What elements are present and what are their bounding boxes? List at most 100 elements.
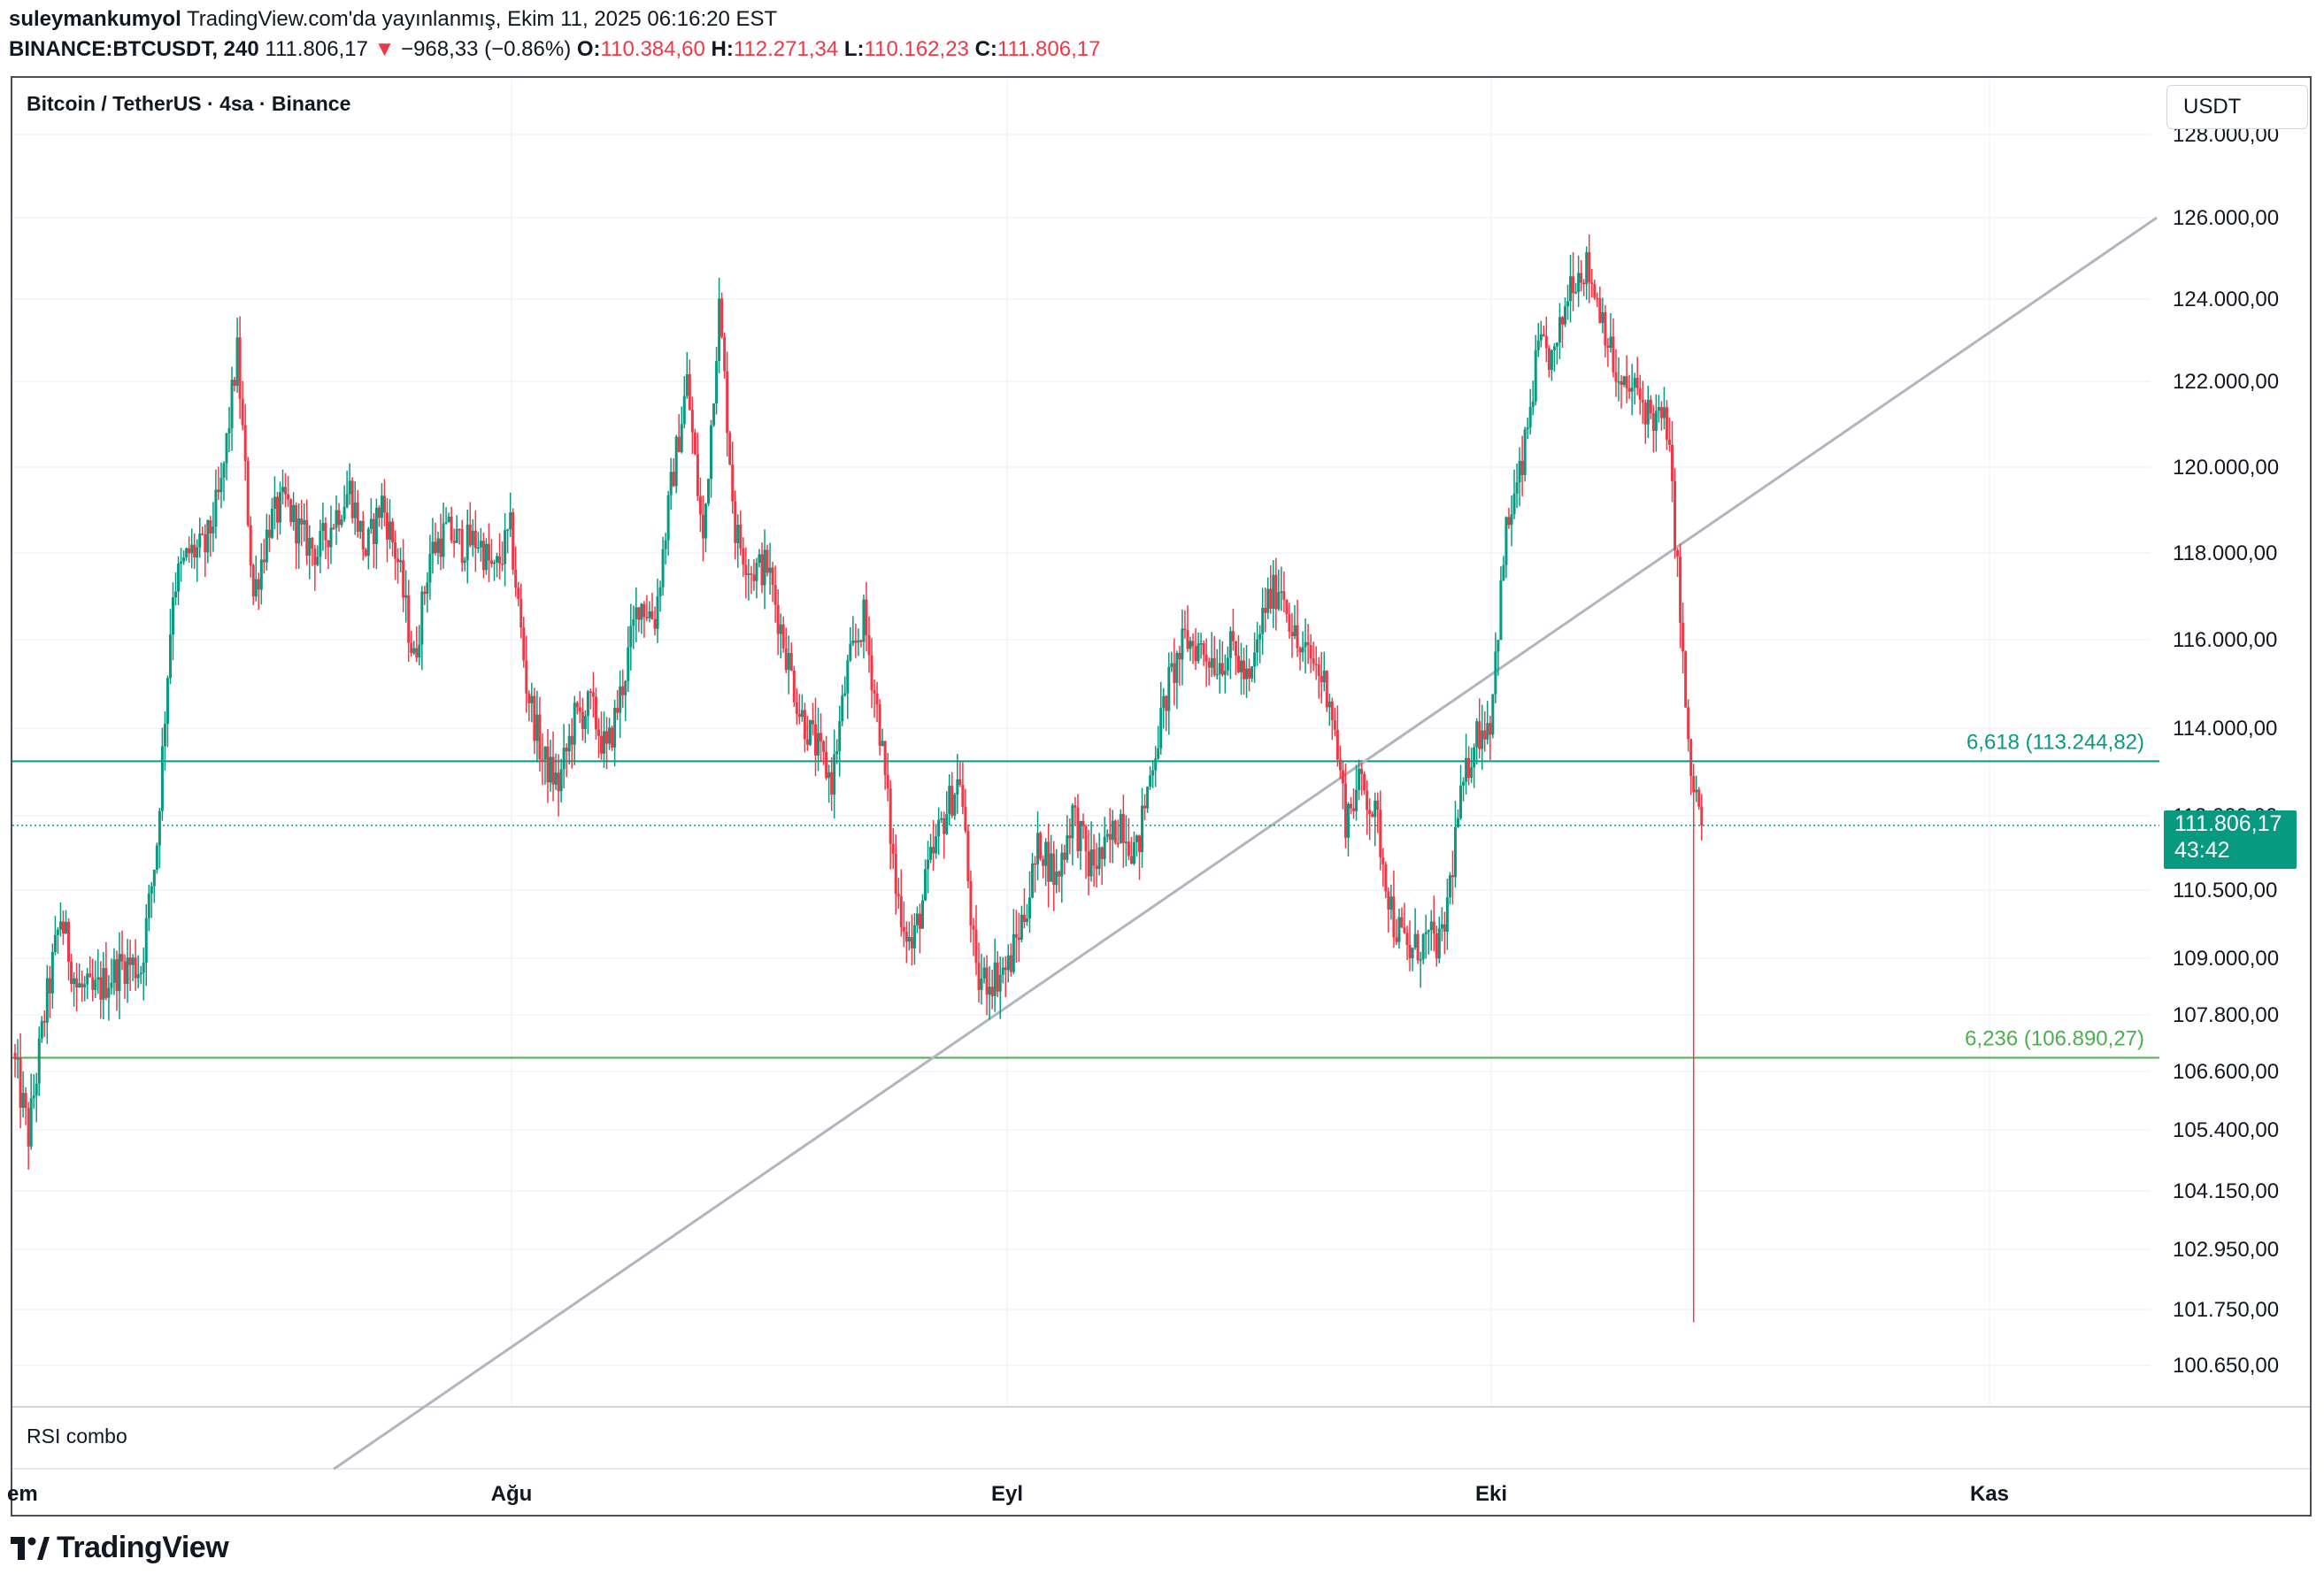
candle-body xyxy=(857,640,860,643)
candle-body xyxy=(281,487,285,493)
candle-body xyxy=(1231,631,1235,641)
author-name[interactable]: suleymankumyol xyxy=(9,7,181,31)
price-change: −968,33 (−0.86%) xyxy=(401,37,572,61)
candle-body xyxy=(1395,937,1398,942)
ohlc-line: BINANCE:BTCUSDT, 240 111.806,17 ▼ −968,3… xyxy=(9,37,1100,62)
candle-body xyxy=(126,957,129,985)
published-text: TradingView.com'da yayınlanmış, Ekim 11,… xyxy=(186,7,778,31)
candle-body xyxy=(479,541,482,548)
candle-body xyxy=(1435,933,1438,959)
candle-body xyxy=(881,741,884,746)
candle-body xyxy=(800,710,804,718)
candle-body xyxy=(1097,847,1101,870)
candle-body xyxy=(324,523,327,541)
candle-body xyxy=(1335,729,1339,760)
candle-body xyxy=(142,962,145,973)
candle-body xyxy=(862,599,866,642)
candle-body xyxy=(78,983,81,987)
candle-body xyxy=(1079,820,1082,851)
candle-body xyxy=(115,959,119,991)
candle-body xyxy=(1226,657,1229,671)
candle-body xyxy=(249,525,252,565)
candle-body xyxy=(613,707,617,748)
candle-body xyxy=(611,727,614,748)
candle-body xyxy=(792,670,796,703)
candle-body xyxy=(1598,298,1602,324)
candle-body xyxy=(1314,664,1318,665)
candle-body xyxy=(501,563,504,565)
candle-body xyxy=(311,537,314,549)
candle-body xyxy=(736,525,740,543)
candle-body xyxy=(1309,645,1312,658)
candle-body xyxy=(267,529,271,538)
candle-body xyxy=(567,735,571,752)
candle-body xyxy=(356,502,359,532)
candle-body xyxy=(1481,730,1484,749)
candle-body xyxy=(1662,407,1666,419)
candle-body xyxy=(407,595,411,643)
candle-body xyxy=(643,603,646,618)
low-value: 110.162,23 xyxy=(864,37,969,61)
candle-body xyxy=(155,845,158,871)
candle-body xyxy=(313,549,317,565)
candle-body xyxy=(517,587,520,600)
candle-body xyxy=(1520,460,1524,475)
candle-body xyxy=(386,512,389,540)
candle-body xyxy=(1087,851,1090,877)
candle-body xyxy=(1421,933,1425,960)
candle-body xyxy=(1459,785,1463,818)
currency-selector[interactable]: USDT xyxy=(2166,85,2308,129)
candle-body xyxy=(1681,622,1685,652)
candle-body xyxy=(696,454,699,496)
candle-body xyxy=(225,433,228,464)
candle-body xyxy=(1092,849,1096,866)
candle-body xyxy=(1617,381,1620,383)
candle-body xyxy=(1223,670,1227,675)
candle-body xyxy=(527,693,531,703)
candle-body xyxy=(591,692,595,697)
candle-body xyxy=(58,921,62,930)
candle-body xyxy=(1588,252,1591,283)
candle-body xyxy=(904,931,908,942)
candle-body xyxy=(1162,695,1166,709)
candle-body xyxy=(104,968,108,998)
candle-body xyxy=(1695,789,1698,793)
candle-body xyxy=(458,528,461,531)
candle-body xyxy=(927,859,930,870)
candle-body xyxy=(899,895,903,927)
candle-body xyxy=(726,371,729,434)
candle-body xyxy=(993,962,997,996)
candle-body xyxy=(404,595,408,598)
candle-body xyxy=(1228,631,1232,658)
candle-body xyxy=(1253,652,1257,667)
tradingview-logo[interactable]: TradingView xyxy=(11,1531,229,1565)
candle-body xyxy=(399,560,403,563)
candle-body xyxy=(632,618,635,626)
candle-body xyxy=(621,686,625,695)
candle-body xyxy=(442,523,445,557)
candle-body xyxy=(1684,651,1688,708)
candle-body xyxy=(147,894,150,918)
candle-body xyxy=(1440,924,1443,929)
candle-body xyxy=(1006,955,1010,971)
candle-body xyxy=(382,495,386,513)
candle-body xyxy=(1633,377,1636,388)
candle-body xyxy=(297,518,301,544)
candle-body xyxy=(188,548,191,554)
candle-body xyxy=(637,607,641,620)
candle-body xyxy=(1298,648,1302,653)
rsi-indicator-label[interactable]: RSI combo xyxy=(27,1425,127,1448)
candle-body xyxy=(1034,863,1037,865)
candle-body xyxy=(1429,921,1433,931)
candle-body xyxy=(715,361,719,404)
candle-body xyxy=(1186,630,1189,649)
candle-body xyxy=(1497,640,1500,652)
candle-body xyxy=(1074,805,1077,808)
candle-body xyxy=(1510,514,1513,526)
candle-body xyxy=(496,556,499,563)
x-tick-label: Ağu xyxy=(491,1482,533,1506)
candle-body xyxy=(460,529,464,564)
y-tick-label: 105.400,00 xyxy=(2173,1118,2279,1142)
candle-body xyxy=(1261,608,1265,634)
